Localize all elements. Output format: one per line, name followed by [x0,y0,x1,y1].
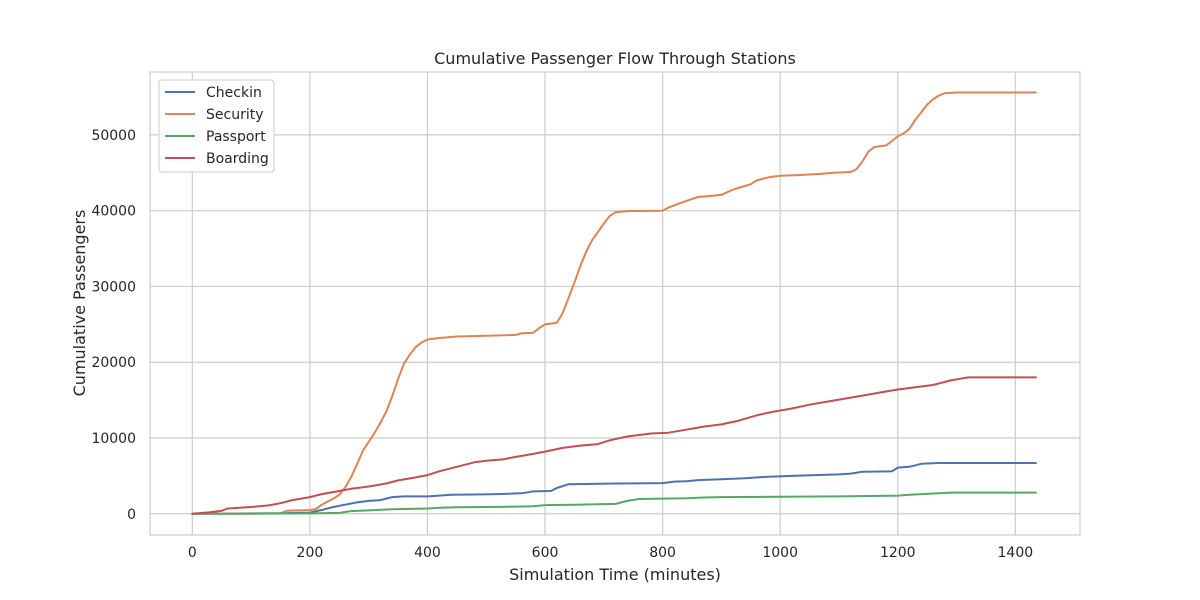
series-line-boarding [191,376,1037,515]
x-tick-label: 200 [297,545,324,561]
x-tick-label: 0 [188,545,197,561]
x-tick-label: 1000 [762,545,798,561]
x-tick-label: 400 [414,545,441,561]
legend-box [158,79,275,173]
x-axis-title: Simulation Time (minutes) [509,565,721,584]
legend-label-checkin: Checkin [206,85,262,101]
series-line-security [191,91,1037,515]
y-tick-label: 50000 [91,128,136,144]
series-line-checkin [191,462,1037,515]
y-tick-label: 40000 [91,204,136,220]
legend: Checkin Security Passport Boarding [158,79,275,173]
x-tick-label: 600 [532,545,559,561]
series-line-passport [191,491,1037,515]
gridlines [150,72,1080,535]
y-tick-label: 30000 [91,279,136,295]
y-tick-label: 0 [127,507,136,523]
plot-area [149,71,1081,536]
y-tick-label: 10000 [91,431,136,447]
x-tick-label: 1200 [880,545,916,561]
x-tick-label: 1400 [998,545,1034,561]
legend-label-passport: Passport [206,129,266,145]
y-tick-label: 20000 [91,355,136,371]
legend-label-boarding: Boarding [206,151,269,167]
legend-label-security: Security [206,107,264,123]
y-axis-title: Cumulative Passengers [70,210,89,397]
tick-labels: 0 200 400 600 800 1000 1200 1400 0 10000 20000 3000… [91,128,1033,561]
x-tick-label: 800 [649,545,676,561]
chart-title: Cumulative Passenger Flow Through Statio… [434,49,796,68]
series-lines [191,91,1037,515]
